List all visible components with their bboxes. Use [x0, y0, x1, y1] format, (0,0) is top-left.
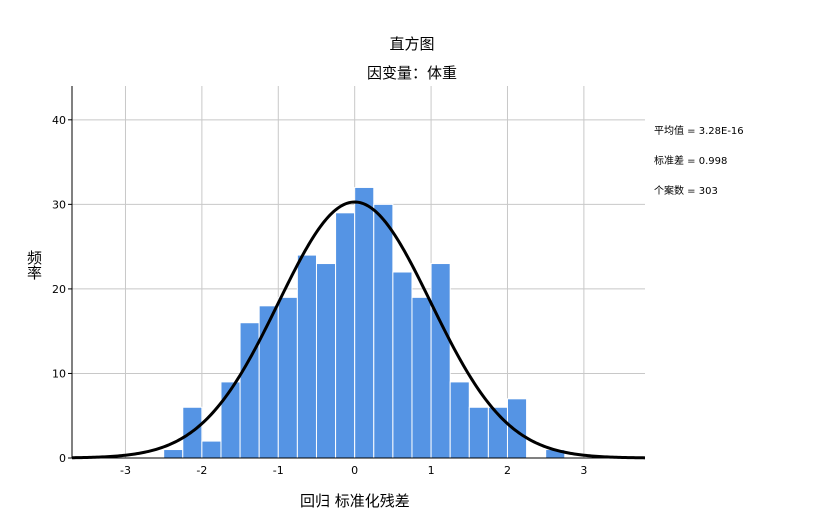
- histogram-bar: [258, 305, 279, 459]
- x-tick-label: -1: [273, 464, 284, 477]
- axes: 0 10 20 30 40 -3 -2 -1 0 1 2 3: [52, 86, 645, 477]
- chart-subtitle: 因变量：体重: [366, 64, 457, 82]
- y-tick-label: 0: [59, 452, 66, 465]
- y-tick-label: 30: [52, 198, 66, 211]
- x-tick-label: -2: [196, 464, 207, 477]
- stats-n: 个案数 = 303: [654, 186, 718, 197]
- histogram-bar: [277, 296, 298, 459]
- histogram-bar: [220, 381, 241, 459]
- y-tick-label: 10: [52, 367, 66, 380]
- stats-box: 平均值 = 3.28E-16 标准差 = 0.998 个案数 = 303: [654, 107, 744, 207]
- histogram-bar: [296, 254, 317, 459]
- histogram-bar: [506, 398, 528, 459]
- x-tick-label: 2: [504, 464, 511, 477]
- stats-std: 标准差 = 0.998: [654, 156, 728, 167]
- histogram-bar: [239, 322, 260, 459]
- x-tick-label: 3: [580, 464, 587, 477]
- histogram-bar: [411, 296, 432, 459]
- x-axis-label: 回归 标准化残差: [300, 492, 410, 510]
- stats-mean: 平均值 = 3.28E-16: [654, 126, 744, 137]
- histogram-bar: [392, 271, 413, 459]
- y-tick-label: 20: [52, 283, 66, 296]
- x-tick-label: 0: [351, 464, 358, 477]
- y-tick-label: 40: [52, 114, 66, 127]
- normal-curve: [71, 200, 646, 460]
- x-tick-label: -3: [120, 464, 131, 477]
- histogram-bar: [315, 263, 337, 459]
- histogram-bar: [449, 381, 470, 459]
- histogram-bar: [430, 263, 451, 459]
- x-tick-label: 1: [428, 464, 435, 477]
- histogram-bar: [163, 449, 184, 459]
- histogram-bar: [335, 212, 356, 459]
- histogram-bar: [201, 440, 222, 459]
- histogram-bar: [373, 203, 394, 459]
- chart-title: 直方图: [389, 35, 435, 53]
- histogram-bar: [468, 406, 489, 459]
- y-axis-label: 频率: [25, 250, 43, 280]
- normal-curve-layer: [71, 200, 646, 460]
- histogram-bar: [354, 186, 375, 459]
- bars: [163, 186, 566, 459]
